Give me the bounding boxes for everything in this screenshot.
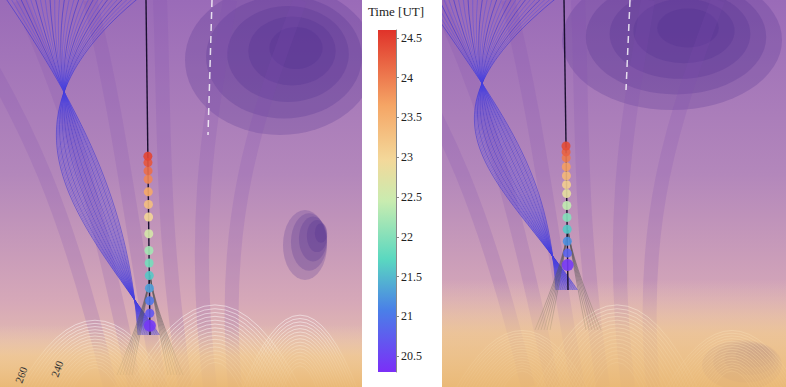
svg-text:22.5: 22.5 bbox=[401, 190, 422, 204]
svg-text:23: 23 bbox=[401, 150, 413, 164]
svg-text:20.5: 20.5 bbox=[401, 349, 422, 363]
svg-text:260: 260 bbox=[13, 365, 30, 385]
svg-text:24: 24 bbox=[401, 71, 413, 85]
svg-text:24.5: 24.5 bbox=[401, 31, 422, 45]
svg-text:21.5: 21.5 bbox=[401, 270, 422, 284]
svg-text:240: 240 bbox=[49, 359, 66, 379]
svg-text:Time [UT]: Time [UT] bbox=[368, 4, 424, 19]
svg-text:22: 22 bbox=[401, 230, 413, 244]
svg-text:23.5: 23.5 bbox=[401, 110, 422, 124]
svg-text:21: 21 bbox=[401, 309, 413, 323]
